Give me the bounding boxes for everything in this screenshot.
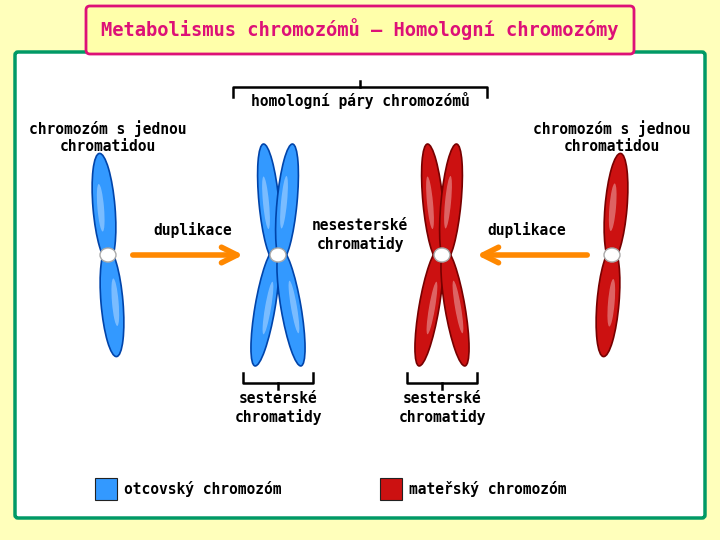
Ellipse shape [415,249,443,366]
Ellipse shape [453,281,464,333]
FancyBboxPatch shape [15,52,705,518]
Text: sesterské
chromatidy: sesterské chromatidy [234,391,322,424]
FancyBboxPatch shape [86,6,634,54]
Ellipse shape [263,282,274,334]
Ellipse shape [609,184,616,231]
Ellipse shape [434,248,450,262]
Ellipse shape [262,177,270,229]
Ellipse shape [258,144,280,261]
Ellipse shape [112,279,119,326]
Ellipse shape [276,144,298,261]
Text: duplikace: duplikace [487,222,567,238]
Text: nesesterské
chromatidy: nesesterské chromatidy [312,218,408,252]
Text: mateřský chromozóm: mateřský chromozóm [409,481,567,497]
Ellipse shape [426,282,437,334]
Ellipse shape [92,153,116,261]
Ellipse shape [97,184,104,232]
Ellipse shape [100,248,124,356]
Text: Metabolismus chromozómů – Homologní chromozómy: Metabolismus chromozómů – Homologní chro… [102,18,618,40]
Ellipse shape [251,249,279,366]
Text: sesterské
chromatidy: sesterské chromatidy [398,391,486,424]
Text: duplikace: duplikace [153,222,233,238]
Ellipse shape [604,153,628,261]
Ellipse shape [289,281,300,333]
Text: chromozóm s jednou
chromatidou: chromozóm s jednou chromatidou [534,120,690,154]
Ellipse shape [422,144,444,261]
FancyBboxPatch shape [95,478,117,500]
Ellipse shape [608,279,615,327]
Text: chromozóm s jednou
chromatidou: chromozóm s jednou chromatidou [30,120,186,154]
FancyBboxPatch shape [380,478,402,500]
Ellipse shape [596,248,620,356]
Ellipse shape [444,176,452,228]
Ellipse shape [426,177,434,229]
Text: homologní páry chromozómů: homologní páry chromozómů [251,92,469,109]
Ellipse shape [280,176,288,228]
Ellipse shape [277,249,305,366]
Ellipse shape [441,249,469,366]
Ellipse shape [604,248,620,262]
Ellipse shape [440,144,462,261]
Ellipse shape [100,248,116,262]
Ellipse shape [270,248,286,262]
Text: otcovský chromozóm: otcovský chromozóm [124,481,282,497]
